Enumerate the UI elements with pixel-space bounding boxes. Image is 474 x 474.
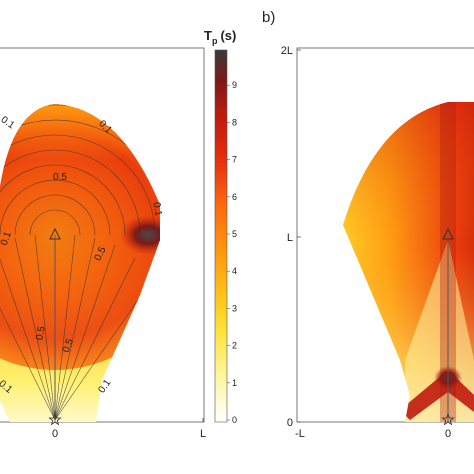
colorbar-tick-label: 1 — [232, 378, 237, 388]
x-tick-label: 0 — [52, 428, 58, 440]
panel-b-frame — [296, 47, 474, 423]
colorbar-tick-label: 2 — [232, 341, 237, 351]
colorbar-tick-label: 4 — [232, 266, 237, 276]
x-tick-label: L — [200, 428, 206, 440]
contour-label: 0.1 — [150, 201, 163, 217]
panel-b: b) 0 L 2L -L 0 — [262, 9, 474, 440]
contour-label: 0.5 — [53, 172, 67, 183]
colorbar-tick-label: 3 — [232, 303, 237, 313]
colorbar-tick-label: 8 — [232, 117, 237, 127]
y-tick-label: 0 — [287, 417, 293, 429]
contour-label: 0.1 — [0, 230, 14, 247]
colorbar-tick-label: 6 — [232, 192, 237, 202]
colorbar-tick-label: 9 — [232, 80, 237, 90]
colorbar-title: Tp (s) — [204, 28, 236, 46]
contour-label: 0.5 — [61, 337, 76, 354]
panel-a-frame — [0, 47, 205, 423]
colorbar-gradient — [214, 49, 228, 423]
panel-b-label: b) — [262, 9, 275, 26]
colorbar: Tp (s) 0 1 2 3 4 5 6 7 8 9 — [204, 28, 237, 425]
y-tick-label: L — [287, 232, 293, 244]
panel-a-heatmap — [0, 104, 160, 422]
contour-label: 0.5 — [34, 325, 47, 341]
contour-label: 0.5 — [93, 245, 109, 263]
colorbar-tick-label: 0 — [232, 415, 237, 425]
x-tick-label: 0 — [445, 428, 451, 440]
colorbar-ticks: 0 1 2 3 4 5 6 7 8 9 — [227, 80, 237, 425]
triangle-marker-icon — [49, 227, 61, 240]
colorbar-tick-label: 7 — [232, 155, 237, 165]
triangle-marker-icon — [442, 227, 454, 240]
contour-label: 0.1 — [0, 114, 17, 131]
panel-b-heatmap — [343, 102, 474, 422]
y-tick-label: 2L — [281, 45, 293, 57]
colorbar-tick-label: 5 — [232, 229, 237, 239]
x-tick-label: -L — [295, 428, 305, 440]
panel-a: 0.1 0.5 0.1 0.1 0.5 0.5 0.5 0.1 0.1 0.1 … — [0, 47, 206, 440]
